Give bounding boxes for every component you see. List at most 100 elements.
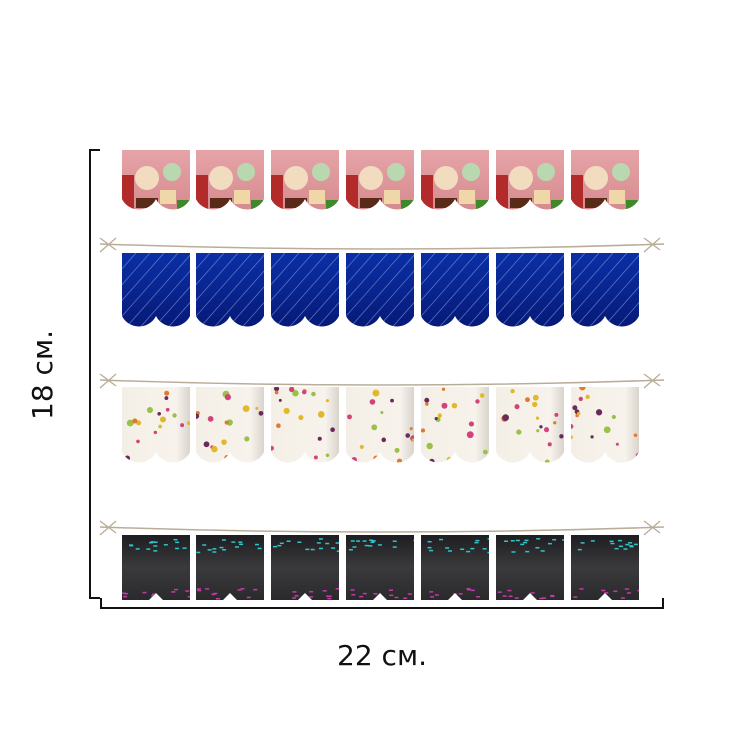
pattern-dot bbox=[224, 394, 231, 401]
pattern-shape bbox=[534, 190, 550, 204]
pattern-dash bbox=[149, 541, 154, 544]
height-label: 18 см. bbox=[26, 330, 59, 420]
pattern-dot bbox=[313, 455, 318, 460]
pattern-dash bbox=[123, 592, 128, 595]
pattern-shape bbox=[326, 200, 339, 210]
pattern-dash bbox=[629, 545, 634, 548]
pattern-dash bbox=[185, 590, 190, 592]
stripe bbox=[669, 253, 739, 332]
pattern-dash bbox=[142, 591, 147, 594]
stripe bbox=[523, 253, 564, 327]
pattern-dash bbox=[371, 540, 376, 542]
stripe bbox=[271, 253, 339, 327]
pattern-shape bbox=[136, 198, 158, 208]
pattern-dash bbox=[202, 544, 207, 546]
pattern-dash bbox=[474, 541, 479, 544]
flag-pattern bbox=[196, 390, 264, 463]
pattern-dot bbox=[132, 418, 138, 424]
pattern-dash bbox=[325, 542, 330, 545]
pattern-dot bbox=[434, 417, 438, 421]
twine-bow bbox=[643, 237, 661, 253]
pattern-dash bbox=[211, 593, 216, 596]
pattern-shape bbox=[346, 175, 358, 210]
stripe bbox=[196, 253, 225, 327]
twine-bow bbox=[99, 520, 117, 536]
pattern-dot bbox=[122, 459, 129, 463]
pattern-dot bbox=[394, 447, 400, 453]
stripe bbox=[237, 253, 264, 327]
pattern-dash bbox=[350, 589, 355, 591]
flag bbox=[196, 535, 264, 600]
pattern-dot bbox=[633, 433, 638, 438]
stripe bbox=[298, 253, 339, 327]
pattern-dot bbox=[157, 411, 162, 416]
pattern-shape bbox=[309, 190, 325, 204]
pattern-dot bbox=[479, 461, 484, 463]
pattern-dash bbox=[318, 538, 323, 540]
width-label: 22 см. bbox=[337, 639, 427, 672]
pattern-dot bbox=[126, 419, 134, 427]
pattern-dot bbox=[468, 421, 475, 427]
pattern-dash bbox=[470, 589, 475, 592]
stripe bbox=[421, 253, 478, 327]
pattern-dash bbox=[540, 550, 545, 552]
pattern-shape bbox=[384, 190, 400, 204]
pattern-dash bbox=[525, 550, 530, 553]
pattern-dash bbox=[628, 542, 633, 544]
pattern-dot bbox=[373, 455, 380, 462]
pattern-dot bbox=[424, 397, 430, 403]
pattern-dash bbox=[257, 547, 262, 550]
pattern-dash bbox=[602, 597, 607, 599]
stripe bbox=[135, 253, 190, 327]
pattern-dot bbox=[351, 456, 358, 463]
pattern-dash bbox=[238, 541, 243, 543]
pattern-dash bbox=[153, 550, 158, 552]
pattern-dash bbox=[196, 588, 201, 590]
pattern-dash bbox=[403, 597, 408, 600]
pattern-dash bbox=[369, 539, 374, 541]
pattern-dot bbox=[429, 458, 435, 463]
flag-pattern bbox=[571, 163, 639, 210]
pattern-shape bbox=[626, 200, 639, 210]
pattern-dot bbox=[325, 453, 330, 458]
pattern-dash bbox=[552, 538, 557, 541]
pattern-dot bbox=[125, 460, 130, 463]
pattern-shape bbox=[210, 198, 232, 208]
pattern-dash bbox=[216, 597, 221, 600]
pattern-dash bbox=[510, 540, 515, 542]
pattern-dash bbox=[497, 591, 502, 593]
stripe bbox=[496, 253, 553, 327]
pattern-dash bbox=[629, 545, 634, 547]
pattern-dash bbox=[364, 544, 369, 547]
pattern-dash bbox=[234, 546, 239, 548]
pattern-shape bbox=[421, 175, 433, 210]
pattern-dot bbox=[180, 423, 185, 428]
pattern-dot bbox=[603, 426, 611, 434]
flag-pattern bbox=[122, 163, 190, 210]
pattern-dash bbox=[514, 597, 519, 599]
pattern-dash bbox=[222, 549, 227, 551]
pattern-dot bbox=[203, 441, 210, 448]
pattern-dash bbox=[212, 551, 217, 553]
pattern-dot bbox=[514, 404, 520, 410]
pattern-dash bbox=[618, 545, 623, 548]
pattern-dot bbox=[317, 436, 322, 441]
pattern-shape bbox=[462, 163, 480, 181]
pattern-dash bbox=[413, 539, 414, 542]
flag bbox=[196, 253, 264, 327]
flag bbox=[496, 253, 564, 327]
pattern-dot bbox=[405, 433, 411, 438]
pattern-dot bbox=[532, 401, 538, 408]
pattern-shape bbox=[209, 166, 233, 190]
pattern-shape bbox=[510, 198, 532, 208]
pattern-dash bbox=[348, 549, 353, 551]
pattern-dot bbox=[283, 407, 290, 415]
pattern-dash bbox=[389, 589, 394, 591]
stripe bbox=[571, 253, 628, 327]
pattern-dot bbox=[165, 407, 170, 412]
pattern-dash bbox=[153, 541, 158, 544]
pattern-shape bbox=[284, 166, 308, 190]
pattern-dash bbox=[590, 540, 595, 542]
pattern-dash bbox=[279, 542, 284, 545]
